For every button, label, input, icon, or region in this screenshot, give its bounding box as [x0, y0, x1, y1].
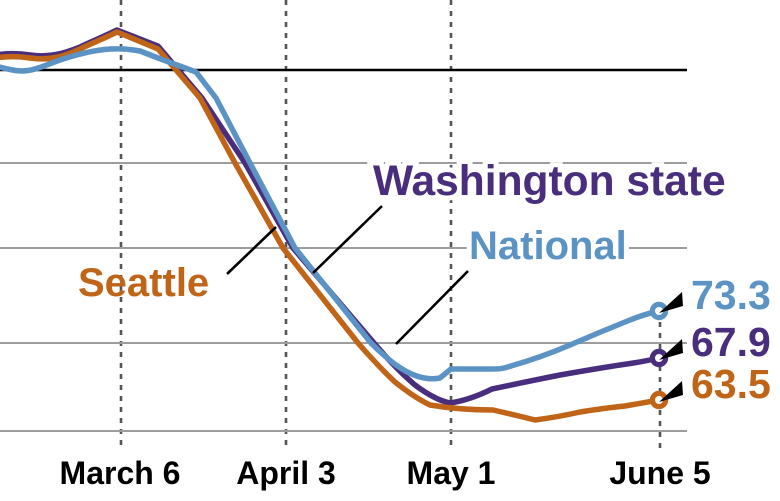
- svg-text:June 5: June 5: [609, 455, 710, 491]
- svg-text:Seattle: Seattle: [78, 261, 209, 305]
- svg-text:March 6: March 6: [60, 455, 181, 491]
- svg-text:73.3: 73.3: [691, 272, 771, 318]
- svg-text:National: National: [469, 224, 627, 268]
- svg-text:April 3: April 3: [236, 455, 336, 491]
- svg-text:Washington state: Washington state: [373, 158, 726, 205]
- svg-text:67.9: 67.9: [691, 319, 771, 365]
- svg-text:63.5: 63.5: [691, 361, 771, 407]
- svg-text:May 1: May 1: [407, 455, 496, 491]
